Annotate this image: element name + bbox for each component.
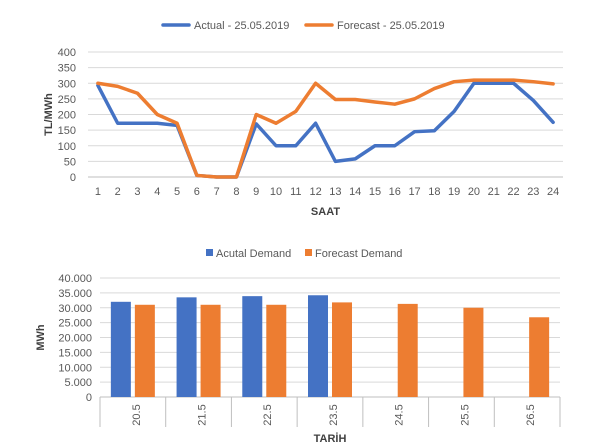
legend-label: Forecast Demand: [315, 248, 402, 260]
x-tick-label: 5: [174, 186, 180, 198]
y-tick-label: 40.000: [58, 273, 92, 285]
x-tick-label: 14: [349, 186, 361, 198]
x-tick-label: 24: [547, 186, 559, 198]
x-tick-label: 25.5: [459, 404, 471, 425]
x-tick-label: 23: [527, 186, 539, 198]
forecast-demand-bar-26.5: [529, 317, 550, 397]
x-tick-label: 17: [408, 186, 420, 198]
actual-demand-bar-21.5: [176, 297, 197, 397]
y-tick-label: 0: [70, 172, 76, 184]
y-axis-title: MWh: [35, 324, 47, 351]
y-tick-label: 150: [58, 125, 76, 137]
daily-demand-bar-chart: 0 5.000 10.000 15.000 20.000 25.000 30.000 35.0…: [35, 248, 561, 445]
y-tick-label: 300: [58, 78, 76, 90]
y-tick-label: 250: [58, 94, 76, 106]
x-tick-label: 3: [134, 186, 140, 198]
y-tick-label: 50: [64, 156, 76, 168]
x-tick-label: 1: [95, 186, 101, 198]
y-tick-label: 400: [58, 47, 76, 59]
x-tick-label: 13: [329, 186, 341, 198]
legend-swatch: [305, 249, 312, 256]
y-tick-label: 10.000: [58, 362, 92, 374]
x-tick-label: 8: [233, 186, 239, 198]
actual-demand-bar-20.5: [110, 301, 131, 397]
x-tick-label: 19: [448, 186, 460, 198]
actual-demand-bar-22.5: [242, 296, 263, 397]
series-line-actual: [96, 81, 555, 179]
x-tick-label: 20.5: [131, 404, 143, 425]
x-tick-label: 23.5: [328, 404, 340, 425]
y-tick-label: 5.000: [64, 377, 92, 389]
x-tick-label: 22.5: [262, 404, 274, 425]
x-tick-label: 16: [389, 186, 401, 198]
y-tick-label: 25.000: [58, 318, 92, 330]
forecast-demand-bar-20.5: [134, 304, 155, 397]
y-tick-label: 200: [58, 110, 76, 122]
x-tick-label: 10: [270, 186, 282, 198]
legend-label: Forecast - 25.05.2019: [337, 20, 445, 32]
legend-label: Actual - 25.05.2019: [194, 20, 289, 32]
y-tick-label: 350: [58, 63, 76, 75]
x-tick-label: 20: [468, 186, 480, 198]
forecast-demand-bar-25.5: [463, 307, 484, 397]
x-axis-title: SAAT: [311, 206, 340, 218]
x-tick-label: 26.5: [525, 404, 537, 425]
x-tick-label: 15: [369, 186, 381, 198]
forecast-demand-bar-22.5: [266, 304, 287, 397]
forecast-demand-bar-21.5: [200, 304, 221, 397]
y-tick-label: 35.000: [58, 288, 92, 300]
forecast-demand-bar-24.5: [397, 303, 418, 397]
legend-swatch: [206, 249, 213, 256]
x-tick-label: 22: [507, 186, 519, 198]
x-tick-label: 21: [488, 186, 500, 198]
x-tick-label: 12: [309, 186, 321, 198]
y-tick-label: 0: [86, 392, 92, 404]
x-tick-label: 4: [154, 186, 160, 198]
y-axis-title: TL/MWh: [43, 93, 55, 136]
x-tick-label: 2: [115, 186, 121, 198]
x-tick-label: 18: [428, 186, 440, 198]
actual-demand-bar-23.5: [308, 295, 328, 397]
x-tick-label: 11: [290, 186, 301, 198]
x-tick-label: 6: [194, 186, 200, 198]
x-tick-label: 7: [214, 186, 220, 198]
series-line-forecast: [96, 78, 555, 179]
legend-label: Acutal Demand: [216, 248, 291, 260]
y-tick-label: 20.000: [58, 333, 92, 345]
x-tick-label: 9: [253, 186, 259, 198]
x-tick-label: 21.5: [196, 404, 208, 425]
y-tick-label: 30.000: [58, 303, 92, 315]
x-axis-title: TARİH: [314, 432, 347, 445]
x-tick-label: 24.5: [394, 404, 406, 425]
y-tick-label: 15.000: [58, 347, 92, 359]
forecast-demand-bar-23.5: [332, 302, 352, 397]
y-tick-label: 100: [58, 141, 76, 153]
